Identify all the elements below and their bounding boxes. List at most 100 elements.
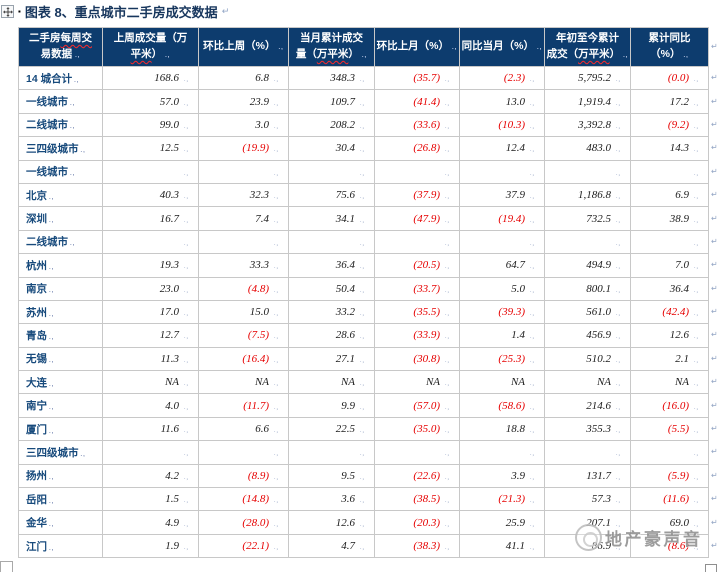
- table-cell[interactable]: 16.7.,: [102, 206, 199, 231]
- row-label-cell[interactable]: 一线城市.,: [18, 159, 103, 184]
- table-cell[interactable]: 800.1.,: [544, 276, 631, 301]
- column-header[interactable]: 同比当月（%）.,: [459, 27, 545, 67]
- table-cell[interactable]: 456.9.,: [544, 323, 631, 348]
- table-cell[interactable]: 494.9.,: [544, 253, 631, 278]
- table-cell[interactable]: (11.7).,: [198, 393, 289, 418]
- table-cell[interactable]: 99.0.,: [102, 112, 199, 138]
- row-label-cell[interactable]: 大连.,: [18, 370, 103, 395]
- row-label-cell[interactable]: 杭州.,: [18, 253, 103, 278]
- table-cell[interactable]: 13.0.,: [459, 89, 545, 114]
- table-cell[interactable]: .,: [630, 440, 709, 465]
- table-cell[interactable]: 17.0.,: [102, 299, 199, 325]
- table-cell[interactable]: 732.5.,: [544, 206, 631, 231]
- table-cell[interactable]: (35.0).,: [374, 416, 460, 442]
- table-cell[interactable]: 38.9.,: [630, 206, 709, 231]
- table-cell[interactable]: (25.3).,: [459, 346, 545, 372]
- row-label-cell[interactable]: 一线城市.,: [18, 89, 103, 114]
- table-cell[interactable]: 2.1.,: [630, 346, 709, 372]
- table-cell[interactable]: 5,795.2.,: [544, 65, 631, 91]
- table-cell[interactable]: (5.5).,: [630, 416, 709, 442]
- table-cell[interactable]: 69.0.,: [630, 510, 709, 535]
- table-cell[interactable]: 168.6.,: [102, 65, 199, 91]
- table-cell[interactable]: 11.6.,: [102, 416, 199, 442]
- table-cell[interactable]: 1.9.,: [102, 533, 199, 559]
- table-cell[interactable]: (19.9).,: [198, 136, 289, 161]
- table-cell[interactable]: 6.6.,: [198, 416, 289, 442]
- table-cell[interactable]: 7.0.,: [630, 253, 709, 278]
- table-cell[interactable]: 7.4.,: [198, 206, 289, 231]
- column-header[interactable]: 当月累计成交 量（万平米）.,: [288, 27, 375, 67]
- row-label-cell[interactable]: 无锡.,: [18, 346, 103, 372]
- row-label-cell[interactable]: 青岛.,: [18, 323, 103, 348]
- table-cell[interactable]: 36.4.,: [288, 253, 375, 278]
- column-header[interactable]: 环比上周（%）.,: [198, 27, 289, 67]
- table-cell[interactable]: 355.3.,: [544, 416, 631, 442]
- table-cell[interactable]: .,: [374, 159, 460, 184]
- table-cell[interactable]: (16.0).,: [630, 393, 709, 418]
- table-cell[interactable]: .,: [288, 229, 375, 255]
- table-cell[interactable]: NA.,: [630, 370, 709, 395]
- table-cell[interactable]: (28.0).,: [198, 510, 289, 535]
- row-label-cell[interactable]: 二线城市.,: [18, 229, 103, 255]
- table-cell[interactable]: .,: [630, 229, 709, 255]
- table-cell[interactable]: 64.7.,: [459, 253, 545, 278]
- table-cell[interactable]: .,: [102, 229, 199, 255]
- table-cell[interactable]: (35.5).,: [374, 299, 460, 325]
- table-cell[interactable]: 3.0.,: [198, 112, 289, 138]
- row-label-cell[interactable]: 金华.,: [18, 510, 103, 535]
- table-cell[interactable]: (19.4).,: [459, 206, 545, 231]
- table-cell[interactable]: 3.9.,: [459, 463, 545, 489]
- row-label-cell[interactable]: 南京.,: [18, 276, 103, 301]
- table-cell[interactable]: (39.3).,: [459, 299, 545, 325]
- table-cell[interactable]: (2.3).,: [459, 65, 545, 91]
- table-cell[interactable]: .,: [288, 159, 375, 184]
- table-cell[interactable]: 57.3.,: [544, 487, 631, 512]
- table-cell[interactable]: (57.0).,: [374, 393, 460, 418]
- table-cell[interactable]: .,: [374, 229, 460, 255]
- row-label-cell[interactable]: 扬州.,: [18, 463, 103, 489]
- table-cell[interactable]: .,: [198, 229, 289, 255]
- table-cell[interactable]: NA.,: [198, 370, 289, 395]
- table-cell[interactable]: .,: [544, 159, 631, 184]
- table-cell[interactable]: 18.8.,: [459, 416, 545, 442]
- row-label-cell[interactable]: 二线城市.,: [18, 112, 103, 138]
- table-cell[interactable]: (20.3).,: [374, 510, 460, 535]
- table-cell[interactable]: (22.6).,: [374, 463, 460, 489]
- table-cell[interactable]: 23.9.,: [198, 89, 289, 114]
- table-cell[interactable]: 22.5.,: [288, 416, 375, 442]
- table-cell[interactable]: 19.3.,: [102, 253, 199, 278]
- table-cell[interactable]: .,: [198, 440, 289, 465]
- table-cell[interactable]: 17.2.,: [630, 89, 709, 114]
- table-cell[interactable]: 4.2.,: [102, 463, 199, 489]
- table-cell[interactable]: 41.1.,: [459, 533, 545, 559]
- table-cell[interactable]: (16.4).,: [198, 346, 289, 372]
- column-header[interactable]: 年初至今累计 成交（万平米）.,: [544, 27, 631, 67]
- table-cell[interactable]: (11.6).,: [630, 487, 709, 512]
- table-cell[interactable]: 1,919.4.,: [544, 89, 631, 114]
- row-label-cell[interactable]: 江门.,: [18, 533, 103, 559]
- table-cell[interactable]: (26.8).,: [374, 136, 460, 161]
- row-label-cell[interactable]: 厦门.,: [18, 416, 103, 442]
- table-cell[interactable]: 33.3.,: [198, 253, 289, 278]
- row-label-cell[interactable]: 三四级城市.,: [18, 440, 103, 465]
- table-cell[interactable]: .,: [544, 229, 631, 255]
- table-cell[interactable]: 33.2.,: [288, 299, 375, 325]
- table-cell[interactable]: (0.0).,: [630, 65, 709, 91]
- table-cell[interactable]: 30.4.,: [288, 136, 375, 161]
- table-cell[interactable]: (47.9).,: [374, 206, 460, 231]
- table-cell[interactable]: 6.8.,: [198, 65, 289, 91]
- table-cell[interactable]: NA.,: [102, 370, 199, 395]
- table-cell[interactable]: 12.7.,: [102, 323, 199, 348]
- table-cell[interactable]: 3.6.,: [288, 487, 375, 512]
- table-cell[interactable]: 9.5.,: [288, 463, 375, 489]
- table-cell[interactable]: 25.9.,: [459, 510, 545, 535]
- row-label-cell[interactable]: 北京.,: [18, 182, 103, 208]
- table-cell[interactable]: 4.0.,: [102, 393, 199, 418]
- table-cell[interactable]: .,: [288, 440, 375, 465]
- table-cell[interactable]: .,: [102, 159, 199, 184]
- table-cell[interactable]: (5.9).,: [630, 463, 709, 489]
- table-cell[interactable]: .,: [459, 229, 545, 255]
- table-cell[interactable]: 1.5.,: [102, 487, 199, 512]
- table-cell[interactable]: (22.1).,: [198, 533, 289, 559]
- table-cell[interactable]: (33.9).,: [374, 323, 460, 348]
